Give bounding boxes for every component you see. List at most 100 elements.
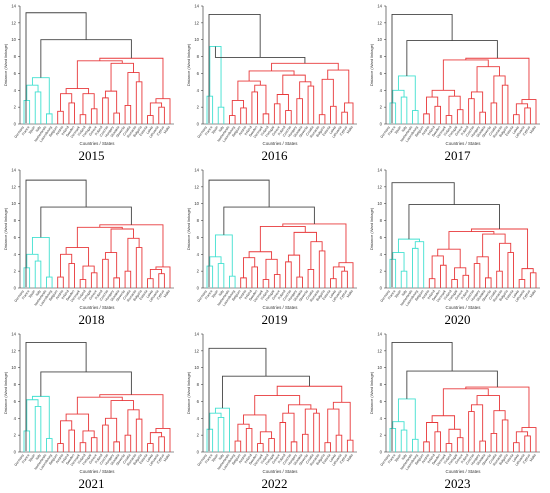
leaf-label: France	[387, 289, 396, 300]
leaf-label: Lithuania	[514, 289, 525, 303]
y-axis-label: Distance (Ward linkage)	[186, 207, 191, 250]
red-cluster-link	[65, 413, 90, 431]
leaf-label: Malta	[163, 125, 171, 134]
leaf-label: Ireland	[427, 125, 436, 136]
cyan-cluster-link	[46, 438, 53, 452]
cyan-cluster-top-link	[31, 236, 50, 278]
leaf-label: Germany	[380, 125, 391, 139]
leaf-label: Denmark	[253, 289, 264, 303]
red-cluster-link	[332, 401, 351, 441]
red-cluster-link	[313, 412, 320, 452]
y-tick-label: 12	[377, 184, 382, 189]
red-cluster-link	[158, 273, 165, 288]
x-axis-label: Countries / States	[263, 305, 299, 310]
cyan-cluster-link	[209, 256, 222, 267]
root-link	[208, 179, 270, 288]
y-tick-label: 0	[197, 122, 200, 127]
y-axis-label: Distance (Ward linkage)	[186, 43, 191, 86]
leaf-label: Slovenia	[481, 453, 492, 466]
leaf-label: Greece	[88, 453, 98, 464]
red-cluster-link	[476, 395, 500, 411]
leaf-label: Portugal	[265, 453, 276, 466]
root-link	[208, 347, 267, 452]
leaf-label: France	[204, 289, 213, 300]
leaf-label: Cyprus	[339, 289, 349, 300]
leaf-label: Portugal	[448, 453, 459, 466]
y-tick-label: 8	[14, 382, 17, 387]
leaf-label: Cyprus	[339, 453, 349, 464]
leaf-label: Portugal	[265, 125, 276, 138]
leaf-label: Greece	[88, 125, 98, 136]
cyan-cluster-link	[34, 406, 42, 452]
leaf-label: Ireland	[244, 453, 253, 464]
leaf-label: Bulgaria	[132, 125, 142, 138]
leaf-label: Hungary	[104, 289, 115, 302]
y-tick-label: 8	[380, 218, 383, 223]
leaf-label: Malta	[346, 289, 354, 298]
red-cluster-link	[82, 265, 95, 280]
leaf-label: Denmark	[253, 453, 264, 467]
y-tick-label: 12	[377, 348, 382, 353]
leaf-label: Lithuania	[331, 453, 342, 467]
leaf-label: Croatia	[305, 289, 315, 300]
leaf-label: Poland	[277, 125, 286, 136]
y-tick-label: 6	[380, 399, 383, 404]
red-cluster-link	[113, 441, 120, 452]
red-cluster-link	[454, 267, 467, 280]
y-tick-label: 10	[377, 37, 382, 42]
leaf-label: Germany	[14, 289, 25, 303]
red-cluster-link	[529, 272, 537, 288]
red-cluster-link	[60, 420, 73, 444]
cyan-cluster-link	[389, 102, 397, 124]
leaf-label: Greece	[271, 125, 281, 136]
leaf-label: Belgium	[231, 289, 241, 301]
leaf-label: France	[387, 453, 396, 464]
red-cluster-link	[158, 436, 165, 452]
leaf-label: Croatia	[122, 289, 132, 300]
red-cluster-link	[113, 112, 120, 124]
red-cluster-link	[251, 266, 258, 288]
leaf-label: Italy	[218, 125, 225, 133]
red-cluster-link	[515, 431, 529, 443]
leaf-label: Ireland	[61, 289, 70, 300]
y-tick-label: 12	[11, 184, 16, 189]
year-label: 2023	[445, 476, 471, 491]
red-cluster-link	[442, 59, 489, 91]
leaf-label: Croatia	[122, 453, 132, 464]
red-cluster-link	[124, 105, 132, 124]
y-tick-label: 4	[197, 88, 200, 93]
leaf-label: Sweden	[431, 453, 441, 465]
y-tick-label: 0	[14, 286, 17, 291]
red-cluster-link	[346, 439, 354, 452]
leaf-label: Portugal	[448, 289, 459, 302]
y-tick-label: 2	[14, 433, 17, 438]
red-cluster-link	[65, 88, 90, 94]
red-cluster-link	[341, 270, 348, 288]
y-axis-label: Distance (Ward linkage)	[369, 371, 374, 414]
red-cluster-link	[321, 78, 334, 115]
leaf-label: Slovakia	[110, 453, 121, 466]
red-cluster-link	[279, 422, 287, 452]
leaf-label: Spain	[28, 125, 36, 134]
red-cluster-link	[501, 419, 509, 452]
leaf-label: Slovakia	[476, 125, 487, 138]
red-cluster-link	[327, 408, 340, 443]
red-cluster-link	[259, 431, 273, 444]
cyan-cluster-link	[400, 429, 408, 452]
red-cluster-link	[524, 435, 531, 452]
dendrogram-panel-2015: 0 2 4 6 8 10 12 14 Distance (Ward linkage) German…	[0, 0, 183, 164]
red-cluster-link	[451, 279, 458, 288]
leaf-label: Denmark	[436, 289, 447, 303]
leaf-label: Lithuania	[514, 453, 525, 467]
cyan-cluster-link	[23, 430, 31, 452]
leaf-label: Malta	[346, 125, 354, 134]
leaf-label: Slovakia	[110, 125, 121, 138]
red-cluster-link	[445, 115, 453, 124]
leaf-label: France	[387, 125, 396, 136]
leaf-label: Finland	[260, 289, 270, 300]
cyan-cluster-link	[206, 428, 214, 452]
leaf-label: Hungary	[470, 453, 481, 466]
leaf-label: Estonia	[322, 289, 332, 301]
leaf-label: Czechia	[99, 289, 109, 301]
y-tick-label: 8	[380, 54, 383, 59]
